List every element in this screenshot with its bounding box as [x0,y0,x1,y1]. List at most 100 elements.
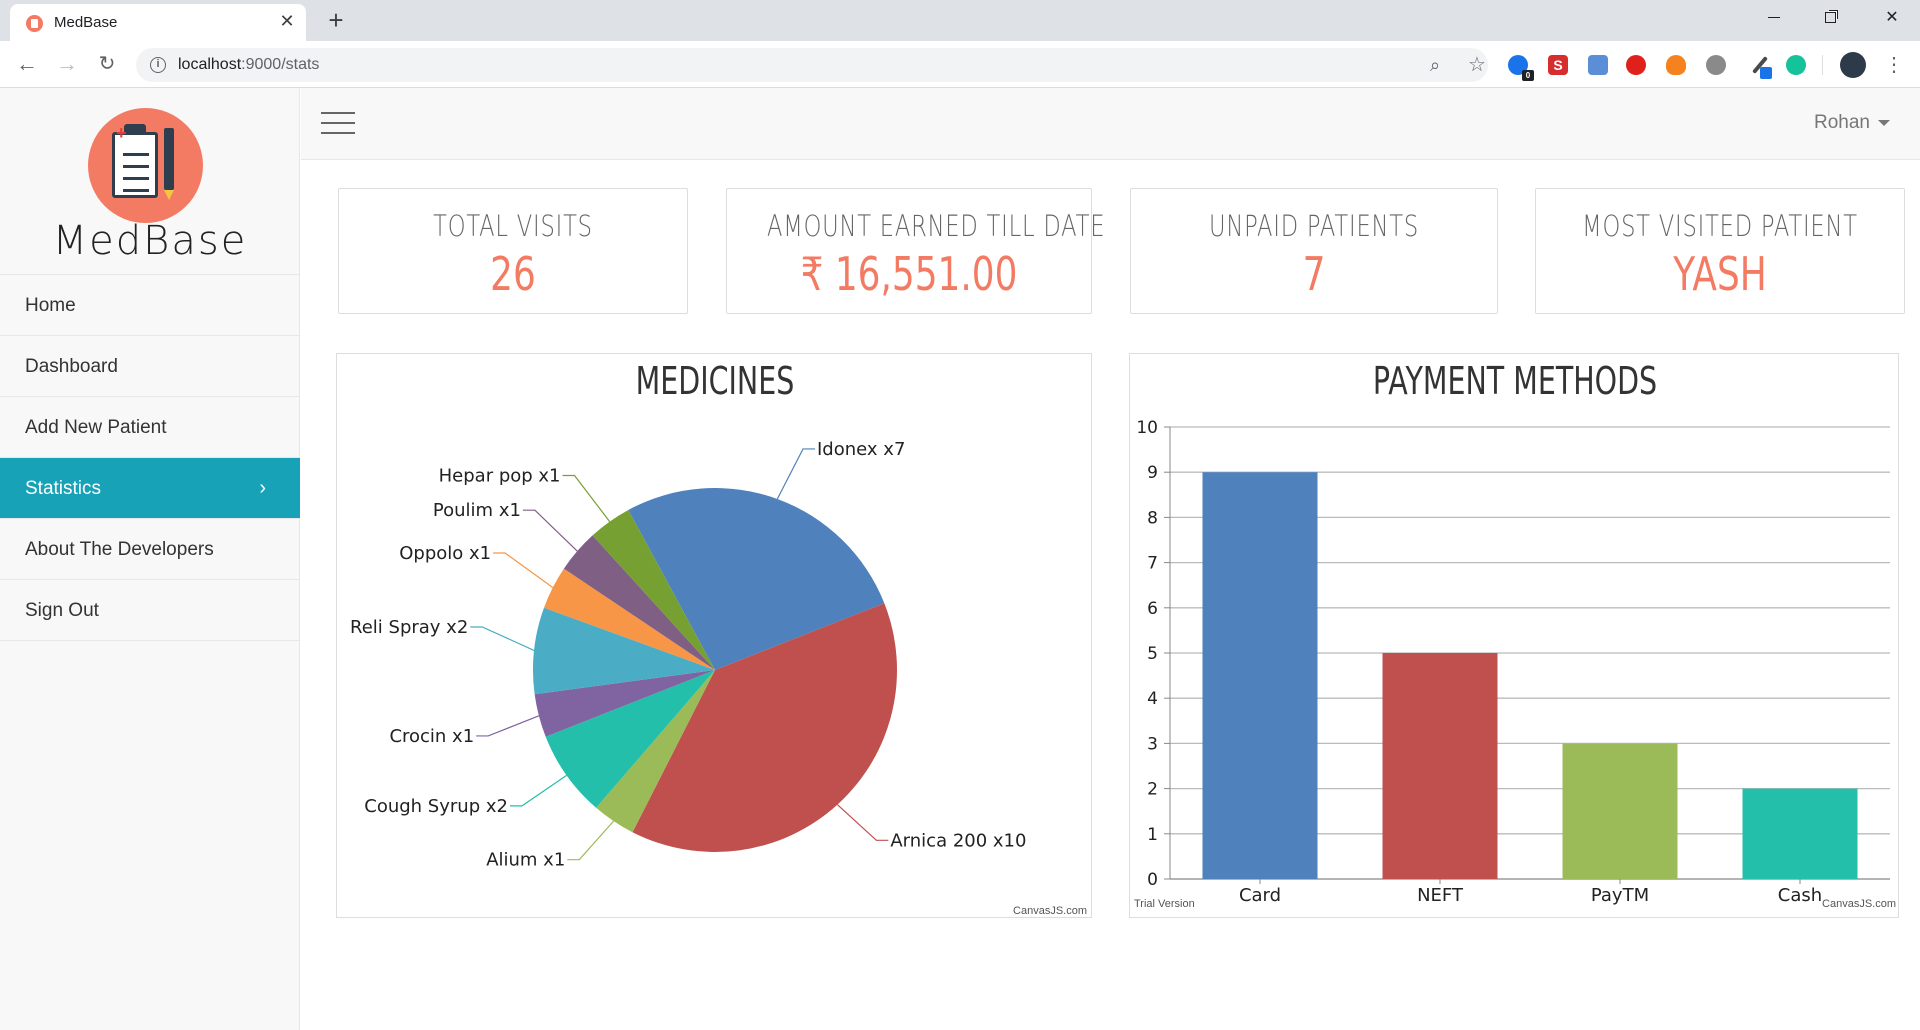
y-tick-label: 9 [1147,463,1158,483]
close-tab-icon[interactable]: ✕ [279,11,295,31]
stat-label: UNPAID PATIENTS [1209,209,1419,243]
pie-label-leader [522,509,578,552]
stat-value: 7 [1302,247,1326,301]
reload-icon[interactable]: ↻ [98,53,116,75]
hamburger-menu-icon[interactable] [321,112,355,134]
chart-watermark: Trial Version [1134,898,1195,910]
browser-toolbar: ← → ↻ i localhost:9000/stats ⌕ ☆ 0 S ⋮ [0,41,1920,88]
caret-down-icon [1878,119,1890,126]
browser-tab[interactable]: MedBase ✕ [10,4,306,41]
sidebar-item-sign-out[interactable]: Sign Out [0,580,300,641]
back-arrow-icon[interactable]: ← [16,51,38,76]
chart-title: MEDICINES [636,359,795,403]
payment-methods-chart-panel: PAYMENT METHODS 0 1 2 3 4 5 6 7 8 9 10 Card NEFT PayTM… [1129,353,1899,918]
chart-credit: CanvasJS.com [1822,898,1896,910]
x-tick-label: Cash [1778,885,1822,906]
pie-slice-label: Arnica 200 x10 [890,830,1026,851]
pie-slice [533,607,715,695]
app-page: + MedBase Home Dashboard Add New Patient… [0,88,1920,1030]
y-tick-label: 10 [1136,418,1158,438]
pie-label-leader [476,715,540,737]
chart-title: PAYMENT METHODS [1373,359,1657,403]
extension-icon[interactable]: 0 [1508,55,1534,81]
user-dropdown[interactable]: Rohan [1814,112,1890,134]
extension-gear-icon[interactable] [1706,55,1726,75]
stat-value: 26 [490,247,536,301]
pie-slice-label: Reli Spray x2 [350,617,468,638]
stat-label: AMOUNT EARNED TILL DATE [767,209,1106,243]
y-tick-label: 3 [1147,734,1158,754]
pie-slice-label: Oppolo x1 [399,543,491,564]
medbase-favicon-icon [26,15,43,32]
x-tick-label: NEFT [1417,885,1464,906]
sidebar-item-home[interactable]: Home [0,275,300,336]
browser-menu-icon[interactable]: ⋮ [1884,54,1904,76]
pie-slice [543,568,715,670]
side-nav: Home Dashboard Add New Patient Statistic… [0,275,300,641]
pie-slice [534,670,715,737]
stat-card-amount-earned: AMOUNT EARNED TILL DATE ₹ 16,551.00 [726,188,1106,314]
pie-slice [632,603,897,852]
y-tick-label: 7 [1147,554,1158,574]
stat-card-most-visited-patient: MOST VISITED PATIENT YASH [1535,188,1905,314]
y-tick-label: 6 [1147,599,1158,619]
stat-value: YASH [1673,247,1767,301]
zoom-icon[interactable]: ⌕ [1429,55,1441,75]
minimize-window-button[interactable] [1746,0,1802,36]
extension-adblock-icon[interactable] [1626,55,1646,75]
pie-slice [563,535,715,670]
toolbar-divider [1822,55,1823,75]
pie-slice-label: Hepar pop x1 [439,465,561,486]
pie-label-leader [567,820,615,861]
tab-title: MedBase [54,14,118,31]
sidebar-item-about-developers[interactable]: About The Developers [0,519,300,580]
pie-label-leader [776,448,816,500]
forward-arrow-icon[interactable]: → [56,51,78,76]
payment-methods-bar-chart: PAYMENT METHODS 0 1 2 3 4 5 6 7 8 9 10 Card NEFT PayTM… [1134,359,1896,910]
new-tab-icon[interactable]: + [328,5,344,35]
pie-slice-label: Poulim x1 [433,500,521,521]
top-navbar: Rohan [301,88,1920,160]
extension-pen-badge-icon [1760,67,1772,79]
sidebar-item-dashboard[interactable]: Dashboard [0,336,300,397]
pie-slice [545,670,715,808]
medbase-logo-icon: + [88,108,203,223]
site-info-icon[interactable]: i [150,57,166,73]
pie-label-leader [562,474,611,522]
pie-label-leader [470,626,535,651]
address-bar[interactable]: i localhost:9000/stats ⌕ ☆ [136,48,1488,82]
y-tick-label: 2 [1147,780,1158,800]
pie-label-leader [509,774,567,807]
bar [1742,788,1858,879]
sidebar-item-statistics[interactable]: Statistics › [0,458,300,519]
grammarly-icon[interactable] [1786,55,1806,75]
pie-label-leader [837,804,889,841]
bookmark-star-icon[interactable]: ☆ [1468,54,1486,76]
stat-card-total-visits: TOTAL VISITS 26 [338,188,688,314]
stat-card-unpaid-patients: UNPAID PATIENTS 7 [1130,188,1498,314]
profile-avatar[interactable] [1840,52,1866,78]
medicines-chart-panel: MEDICINES Idonex x7 Arnica 200 x10 Alium x1… [336,353,1092,918]
chart-credit: CanvasJS.com [1013,905,1087,917]
medicines-pie-chart: MEDICINES Idonex x7 Arnica 200 x10 Alium x1… [350,359,1087,917]
sidebar-item-add-new-patient[interactable]: Add New Patient [0,397,300,458]
sidebar: + MedBase Home Dashboard Add New Patient… [0,88,300,1030]
extension-fire-icon[interactable] [1666,55,1686,75]
y-tick-label: 1 [1147,825,1158,845]
maximize-window-button[interactable] [1802,0,1858,36]
pie-slice [596,670,715,833]
y-tick-label: 5 [1147,644,1158,664]
extension-image-icon[interactable] [1588,55,1608,75]
y-tick-label: 8 [1147,508,1158,528]
brand-name: MedBase [52,218,248,264]
url-text[interactable]: localhost:9000/stats [178,56,320,73]
pie-slice-label: Crocin x1 [389,726,474,747]
chevron-right-icon: › [259,477,266,499]
x-tick-label: Card [1239,885,1281,906]
extension-s-icon[interactable]: S [1548,55,1568,75]
brand[interactable]: + MedBase [0,88,300,275]
close-window-button[interactable]: ✕ [1885,9,1899,26]
bar [1382,653,1498,879]
x-tick-label: PayTM [1591,885,1649,906]
y-tick-label: 0 [1147,870,1158,890]
